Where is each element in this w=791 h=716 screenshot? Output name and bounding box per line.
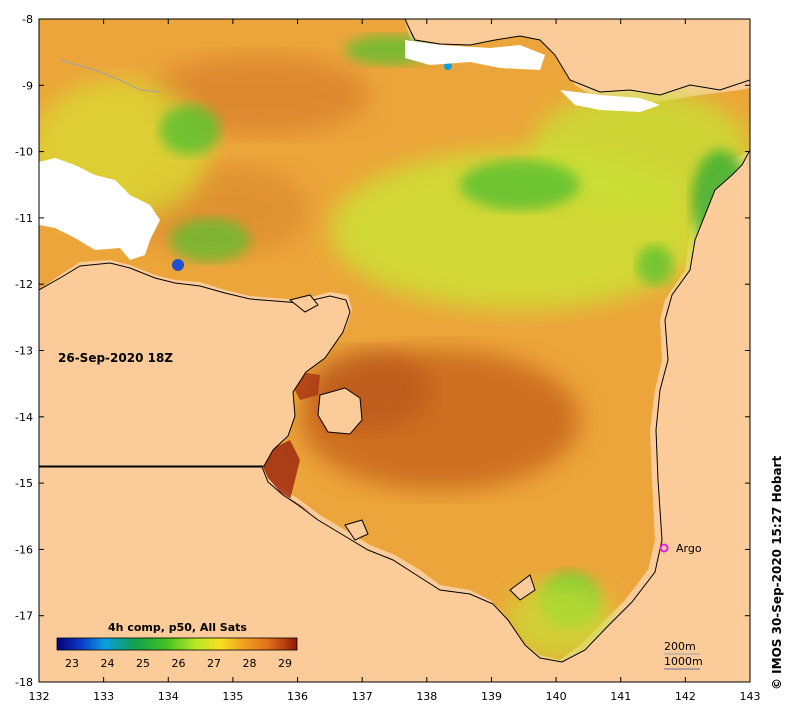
x-tick-label: 141 xyxy=(610,690,631,703)
colorbar-tick-label: 29 xyxy=(278,657,292,670)
colorbar xyxy=(56,637,298,651)
land-arnhem xyxy=(39,262,351,467)
blue-spot-1 xyxy=(172,259,184,271)
contour-legend-200m: 200m xyxy=(664,640,696,653)
green-patch-4 xyxy=(170,218,250,262)
green-patch-2 xyxy=(160,105,220,155)
y-tick-label: -8 xyxy=(22,13,33,26)
land-cape-york xyxy=(39,149,750,682)
coastal-hot-strip xyxy=(262,440,310,512)
y-tick-label: -9 xyxy=(22,79,33,92)
colorbar-ticks: 23 24 25 26 27 28 29 xyxy=(65,657,292,670)
x-tick-label: 136 xyxy=(287,690,308,703)
x-tick-label: 133 xyxy=(93,690,114,703)
x-tick-label: 134 xyxy=(158,690,179,703)
y-tick-label: -18 xyxy=(15,676,33,689)
date-label: 26-Sep-2020 18Z xyxy=(58,351,173,365)
imos-credit: © IMOS 30-Sep-2020 15:27 Hobart xyxy=(770,456,784,690)
argo-label: Argo xyxy=(676,542,702,555)
blue-spot-2 xyxy=(444,62,452,70)
y-tick-label: -17 xyxy=(15,610,33,623)
x-axis: 132 133 134 135 136 137 138 139 140 141 142 143 xyxy=(29,19,761,703)
cloud-mask-west xyxy=(39,158,160,260)
cloud-mask-northeast xyxy=(560,90,660,112)
y-axis: -8 -9 -10 -11 -12 -13 -14 -15 -16 -17 -18 xyxy=(15,13,750,689)
y-tick-label: -13 xyxy=(15,345,33,358)
x-tick-label: 142 xyxy=(675,690,696,703)
x-tick-label: 139 xyxy=(481,690,502,703)
colorbar-tick-label: 23 xyxy=(65,657,79,670)
colorbar-tick-label: 25 xyxy=(136,657,150,670)
colorbar-tick-label: 28 xyxy=(243,657,257,670)
y-tick-label: -11 xyxy=(15,212,33,225)
y-tick-label: -15 xyxy=(15,477,33,490)
y-tick-label: -16 xyxy=(15,543,33,556)
x-tick-label: 140 xyxy=(546,690,567,703)
land-wellesley xyxy=(344,519,369,541)
colorbar-tick-label: 26 xyxy=(172,657,186,670)
colorbar-tick-label: 24 xyxy=(101,657,115,670)
argo-marker[interactable] xyxy=(659,543,669,553)
land-wellesley-2 xyxy=(509,574,536,601)
x-tick-label: 143 xyxy=(740,690,761,703)
cloud-mask-north xyxy=(405,40,545,70)
y-tick-label: -12 xyxy=(15,278,33,291)
x-tick-label: 132 xyxy=(29,690,50,703)
land-png xyxy=(404,19,750,96)
cool-patch-south xyxy=(505,580,615,660)
colorbar-tick-label: 27 xyxy=(207,657,221,670)
colorbar-title: 4h comp, p50, All Sats xyxy=(108,621,247,634)
y-tick-label: -14 xyxy=(15,411,33,424)
land-island-nw xyxy=(288,294,319,313)
land-groote xyxy=(317,387,363,435)
green-patch-1 xyxy=(460,160,580,210)
green-patch-6 xyxy=(637,245,673,285)
x-tick-label: 137 xyxy=(352,690,373,703)
y-tick-label: -10 xyxy=(15,146,33,159)
x-tick-label: 135 xyxy=(222,690,243,703)
river-fly xyxy=(59,59,161,93)
contour-legend-1000m: 1000m xyxy=(664,655,703,668)
x-tick-label: 138 xyxy=(416,690,437,703)
